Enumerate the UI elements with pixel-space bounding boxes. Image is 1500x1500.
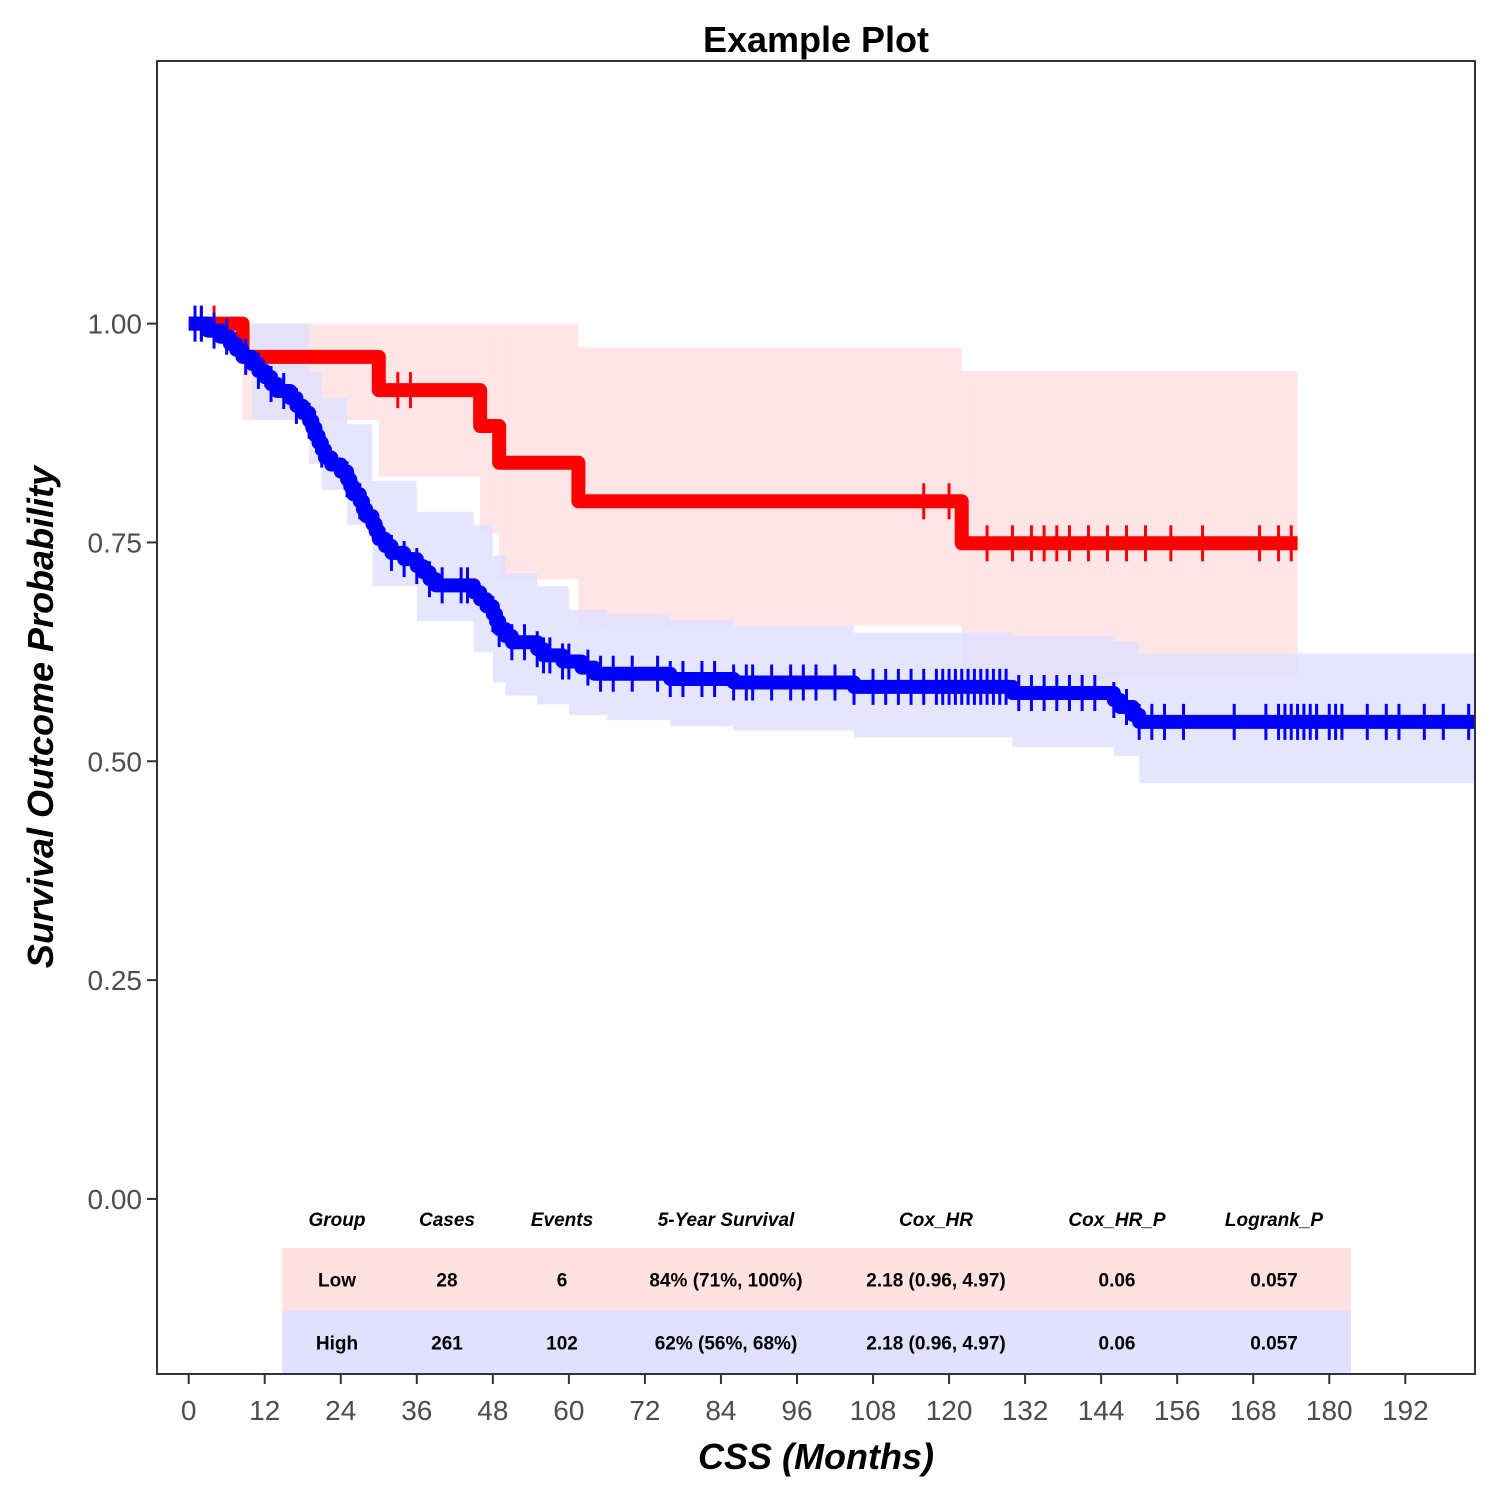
x-tick-label: 120 [926, 1395, 973, 1426]
x-tick-label: 48 [477, 1395, 508, 1426]
table-header-cell: Logrank_P [1225, 1210, 1324, 1231]
plot-panel-border [156, 60, 1476, 1375]
y-tick-label: 0.75 [88, 527, 143, 558]
table-header-cell: Cases [419, 1210, 475, 1231]
table-cell: 2.18 (0.96, 4.97) [866, 1271, 1005, 1292]
x-tick-label: 0 [181, 1395, 197, 1426]
table-header-cell: Group [309, 1210, 366, 1231]
table-cell: 6 [557, 1271, 568, 1292]
table-cell: 28 [436, 1271, 457, 1292]
table-cell: 2.18 (0.96, 4.97) [866, 1334, 1005, 1355]
table-header-cell: Cox_HR [899, 1210, 973, 1231]
table-row-bg [282, 1248, 1351, 1311]
x-tick-label: 144 [1078, 1395, 1125, 1426]
y-tick-label: 1.00 [88, 309, 143, 340]
chart-title: Example Plot [703, 19, 929, 60]
x-tick-label: 84 [705, 1395, 736, 1426]
x-tick-label: 108 [850, 1395, 897, 1426]
table-cell: 0.06 [1099, 1334, 1136, 1355]
x-tick-label: 12 [249, 1395, 280, 1426]
summary-table: Group Cases Events 5-Year Survival Cox_HR Cox… [282, 1210, 1351, 1374]
table-header-cell: Cox_HR_P [1068, 1210, 1165, 1231]
y-axis: 0.00 0.25 0.50 0.75 1.00 [88, 309, 157, 1215]
table-cell: Low [318, 1271, 356, 1292]
table-row-bg [282, 1311, 1351, 1374]
table-cell: High [316, 1334, 358, 1355]
x-tick-label: 132 [1002, 1395, 1049, 1426]
table-cell: 62% (56%, 68%) [655, 1334, 798, 1355]
x-tick-label: 180 [1306, 1395, 1353, 1426]
x-tick-label: 72 [629, 1395, 660, 1426]
x-tick-label: 60 [553, 1395, 584, 1426]
table-header-cell: 5-Year Survival [658, 1210, 795, 1231]
y-tick-label: 0.50 [88, 746, 143, 777]
x-tick-label: 192 [1382, 1395, 1429, 1426]
survival-curve-low [188, 316, 1298, 551]
x-axis: 0 12 24 36 48 60 72 84 96 108 120 132 144 156 168 180 19… [181, 1374, 1429, 1426]
x-tick-label: 96 [781, 1395, 812, 1426]
x-tick-label: 36 [401, 1395, 432, 1426]
ci-band-low [378, 323, 481, 477]
table-cell: 102 [546, 1334, 578, 1355]
table-cell: 261 [431, 1334, 463, 1355]
survival-curve-high [188, 316, 1475, 729]
y-tick-label: 0.00 [88, 1184, 143, 1215]
table-header-cell: Events [531, 1210, 593, 1231]
ci-band-low [499, 323, 579, 580]
censor-marks [193, 305, 1471, 740]
y-axis-title: Survival Outcome Probability [20, 464, 61, 968]
table-cell: 0.06 [1099, 1271, 1136, 1292]
table-cell: 84% (71%, 100%) [649, 1271, 802, 1292]
x-tick-label: 156 [1154, 1395, 1201, 1426]
y-tick-label: 0.25 [88, 965, 143, 996]
ci-band-low [961, 370, 1298, 679]
table-cell: 0.057 [1250, 1271, 1298, 1292]
x-tick-label: 168 [1230, 1395, 1277, 1426]
x-tick-label: 24 [325, 1395, 356, 1426]
survival-curves [188, 316, 1475, 729]
x-axis-title: CSS (Months) [698, 1436, 934, 1477]
ci-band-low [578, 347, 962, 626]
table-cell: 0.057 [1250, 1334, 1298, 1355]
